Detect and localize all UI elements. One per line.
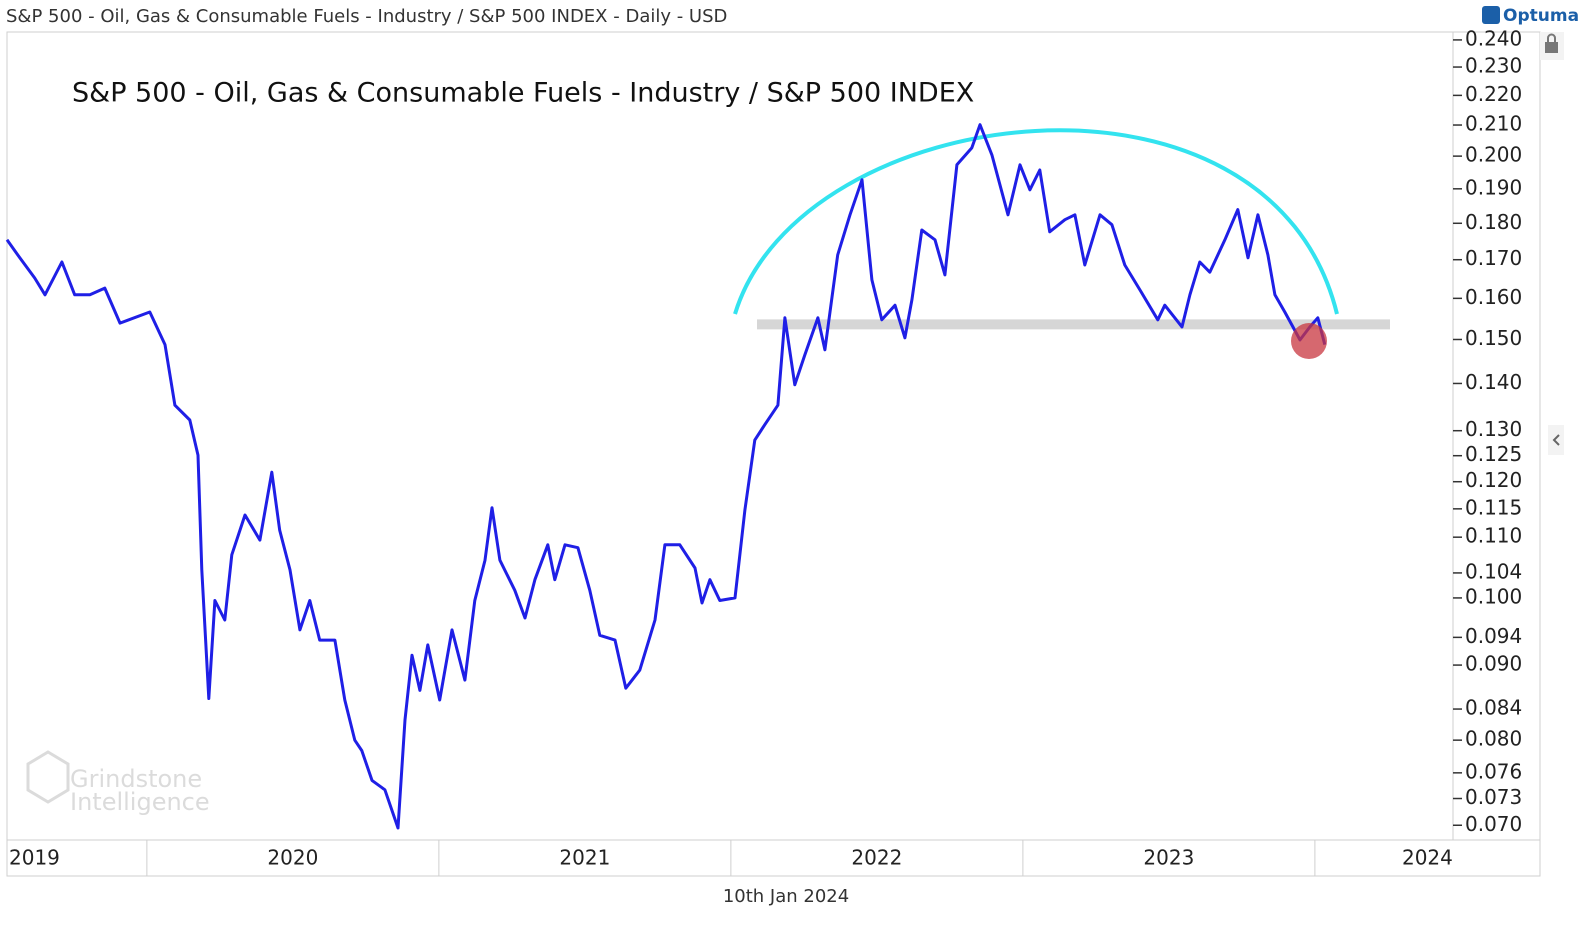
y-tick-label: 0.115 <box>1465 495 1522 519</box>
y-tick-label: 0.110 <box>1465 524 1522 548</box>
watermark-text: Intelligence <box>70 788 210 816</box>
y-tick-label: 0.190 <box>1465 175 1522 199</box>
brand-logo: Optuma <box>1482 6 1579 26</box>
y-tick-label: 0.073 <box>1465 785 1522 809</box>
lock-icon[interactable] <box>1540 32 1564 60</box>
y-tick-label: 0.170 <box>1465 246 1522 270</box>
y-tick-label: 0.200 <box>1465 143 1522 167</box>
y-tick-label: 0.084 <box>1465 696 1522 720</box>
x-tick-label: 2020 <box>267 846 318 870</box>
arc-annotation <box>733 128 1339 315</box>
collapse-button[interactable] <box>1548 425 1564 455</box>
y-tick-label: 0.104 <box>1465 559 1522 583</box>
y-tick-label: 0.180 <box>1465 210 1522 234</box>
y-tick-label: 0.094 <box>1465 624 1522 648</box>
highlight-circle <box>1291 323 1327 359</box>
y-tick-label: 0.130 <box>1465 417 1522 441</box>
brand: Optuma <box>1503 6 1579 26</box>
y-tick-label: 0.150 <box>1465 326 1522 350</box>
x-tick-label: 2021 <box>559 846 610 870</box>
y-tick-label: 0.230 <box>1465 54 1522 78</box>
watermark: Grindstone Intelligence <box>26 750 210 816</box>
y-tick-label: 0.220 <box>1465 82 1522 106</box>
logo-icon <box>1482 6 1500 24</box>
y-tick-label: 0.100 <box>1465 584 1522 608</box>
y-tick-label: 0.076 <box>1465 759 1522 783</box>
y-tick-label: 0.160 <box>1465 285 1522 309</box>
x-tick-label: 2019 <box>9 846 60 870</box>
watermark-text: Grindstone <box>70 765 202 793</box>
chart-title: S&P 500 - Oil, Gas & Consumable Fuels - … <box>72 78 974 109</box>
y-tick-label: 0.125 <box>1465 442 1522 466</box>
y-tick-label: 0.240 <box>1465 26 1522 50</box>
collapse-bg <box>1548 425 1564 455</box>
header: S&P 500 - Oil, Gas & Consumable Fuels - … <box>6 6 727 27</box>
y-tick-label: 0.070 <box>1465 812 1522 836</box>
x-tick-label: 2023 <box>1143 846 1194 870</box>
data-line <box>5 123 1327 830</box>
date-label: 10th Jan 2024 <box>723 886 849 907</box>
x-tick-label: 2022 <box>851 846 902 870</box>
watermark-icon <box>26 750 70 804</box>
y-tick-label: 0.090 <box>1465 652 1522 676</box>
collapse-arrow <box>1552 434 1560 446</box>
x-tick-label: 2024 <box>1402 846 1453 870</box>
lock-shackle <box>1547 33 1556 42</box>
y-tick-label: 0.120 <box>1465 468 1522 492</box>
lock-body <box>1545 42 1558 53</box>
y-tick-label: 0.210 <box>1465 112 1522 136</box>
frame <box>6 31 1541 877</box>
y-tick-label: 0.080 <box>1465 727 1522 751</box>
y-tick-label: 0.140 <box>1465 370 1522 394</box>
